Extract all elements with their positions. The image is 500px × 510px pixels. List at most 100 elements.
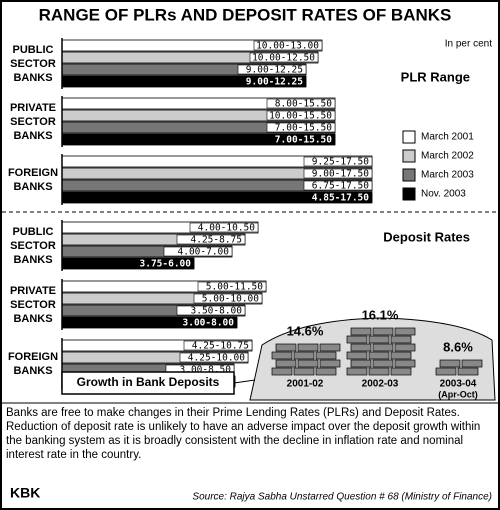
legend-swatch <box>402 187 416 201</box>
note-bundle <box>439 359 461 368</box>
note-bundle <box>293 367 315 376</box>
legend-swatch <box>402 149 416 163</box>
bar-label: 4.25-10.00 <box>188 353 245 364</box>
bar-label-box <box>183 340 253 351</box>
group-label: BANKS <box>13 254 52 266</box>
group-label: FOREIGN <box>8 351 58 363</box>
growth-period: 2001-02 <box>287 379 324 390</box>
bar-label: 3.00-8.50 <box>180 365 232 376</box>
note-bundle <box>372 343 394 352</box>
note-bundle <box>372 359 394 368</box>
bar-label: 3.50-8.00 <box>191 306 243 317</box>
note-bundle <box>350 343 372 352</box>
bar-label: 9.00-12.25 <box>246 77 303 88</box>
group-label: SECTOR <box>10 299 56 311</box>
note-bundle <box>271 351 293 360</box>
unit: In per cent <box>445 39 492 50</box>
note-bundle <box>461 359 483 368</box>
legend-label: March 2001 <box>421 132 474 143</box>
bar-label: 6.75-17.50 <box>312 181 369 192</box>
note-bundle <box>315 367 337 376</box>
group-label: SECTOR <box>10 240 56 252</box>
title: RANGE OF PLRs AND DEPOSIT RATES OF BANKS <box>39 5 452 24</box>
legend-label: Nov. 2003 <box>421 189 466 200</box>
note-bundle <box>315 351 337 360</box>
note-bundle <box>275 343 297 352</box>
footnote: Banks are free to make changes in their … <box>6 407 481 461</box>
bar-label-box <box>303 168 373 179</box>
growth-note: (Apr-Oct) <box>438 389 478 399</box>
legend-swatch <box>402 168 416 182</box>
note-bundle <box>394 359 416 368</box>
bar-label-box <box>266 98 336 109</box>
note-bundle <box>394 343 416 352</box>
note-bundle <box>297 343 319 352</box>
note-bundle <box>368 351 390 360</box>
bar-label-box <box>189 222 259 233</box>
note-bundle <box>297 359 319 368</box>
bar-label: 3.00-8.00 <box>183 318 235 329</box>
bar-label: 10.00-15.50 <box>269 111 332 122</box>
bar-label: 7.00-15.50 <box>275 135 332 146</box>
group-label: BANKS <box>13 130 52 142</box>
legend-label: March 2003 <box>421 170 474 181</box>
bar-label-box <box>237 64 307 75</box>
note-bundle <box>390 351 412 360</box>
section-label: PLR Range <box>401 69 470 84</box>
bar-label-box <box>176 234 246 245</box>
note-bundle <box>271 367 293 376</box>
growth-period: 2002-03 <box>362 379 399 390</box>
note-bundle <box>350 327 372 336</box>
bar-label-box <box>266 110 336 121</box>
bar-label: 4.00-10.50 <box>198 223 255 234</box>
note-bundle <box>346 367 368 376</box>
note-bundle <box>346 351 368 360</box>
growth-title: Growth in Bank Deposits <box>77 375 220 389</box>
section-label: Deposit Rates <box>383 229 470 244</box>
bar-label-box <box>168 317 238 328</box>
bar-label: 4.85-17.50 <box>312 193 369 204</box>
note-bundle <box>350 359 372 368</box>
source: Source: Rajya Sabha Unstarred Question #… <box>192 492 492 503</box>
bar-label: 4.25-8.75 <box>191 235 242 246</box>
logo: KBK <box>10 485 40 501</box>
growth-value: 8.6% <box>443 339 473 354</box>
group-label: PUBLIC <box>13 226 54 238</box>
note-bundle <box>372 327 394 336</box>
group-label: SECTOR <box>10 58 56 70</box>
bar-label: 5.00-10.00 <box>202 294 259 305</box>
bar-label: 10.00-12.50 <box>252 53 315 64</box>
bar-label: 10.00-13.00 <box>256 41 319 52</box>
note-bundle <box>293 351 315 360</box>
bar-label: 5.00-11.50 <box>206 282 263 293</box>
group-label: BANKS <box>13 313 52 325</box>
bar-label-box <box>237 76 307 87</box>
bar-label: 8.00-15.50 <box>275 99 332 110</box>
growth-period: 2003-04 <box>440 379 477 390</box>
bar-label-box <box>266 122 336 133</box>
bar-label-box <box>303 156 373 167</box>
bar-label-box <box>266 134 336 145</box>
note-bundle <box>394 327 416 336</box>
note-bundle <box>319 359 341 368</box>
note-bundle <box>390 335 412 344</box>
note-bundle <box>390 367 412 376</box>
bar-label-box <box>249 52 319 63</box>
group-label: FOREIGN <box>8 167 58 179</box>
bar-label: 9.00-17.50 <box>312 169 369 180</box>
growth-value: 16.1% <box>362 307 399 322</box>
legend-swatch <box>402 130 416 144</box>
pointer <box>233 379 256 384</box>
bar-label: 4.00-7.00 <box>178 247 230 258</box>
bar-label-box <box>193 293 263 304</box>
bar-label: 4.25-10.75 <box>192 341 249 352</box>
bar-label: 9.00-12.25 <box>246 65 303 76</box>
bar-label-box <box>176 305 246 316</box>
group-label: BANKS <box>13 181 52 193</box>
bar-label-box <box>303 192 373 203</box>
group-label: PRIVATE <box>10 102 56 114</box>
bar-label-box <box>163 246 233 257</box>
note-bundle <box>457 367 479 376</box>
bar-label-box <box>197 281 267 292</box>
